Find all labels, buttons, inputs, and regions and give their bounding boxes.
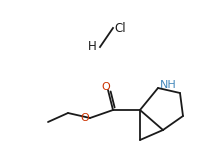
Text: Cl: Cl — [114, 22, 126, 34]
Text: O: O — [81, 113, 89, 123]
Text: NH: NH — [160, 80, 177, 90]
Text: O: O — [102, 82, 110, 92]
Text: H: H — [88, 40, 97, 53]
